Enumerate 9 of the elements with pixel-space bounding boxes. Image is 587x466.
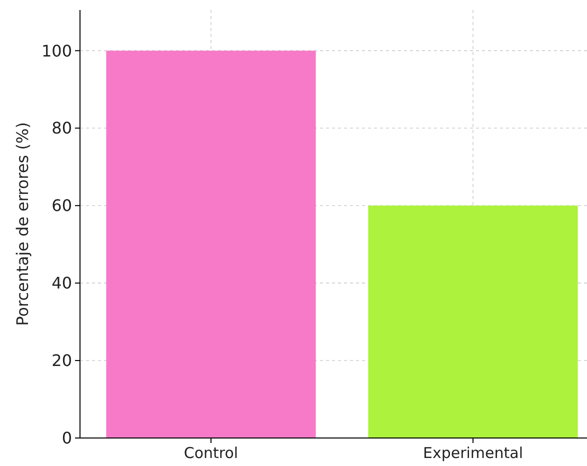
y-tick-label: 60: [52, 196, 72, 216]
y-tick-label: 80: [52, 118, 72, 138]
y-tick-label: 40: [52, 274, 72, 293]
y-tick-label: 100: [41, 41, 72, 60]
y-tick-label: 0: [62, 428, 72, 448]
x-tick-label: Control: [184, 444, 238, 462]
y-tick-label: 20: [52, 351, 72, 370]
y-axis-title: Porcentaje de errores (%): [13, 122, 32, 326]
x-tick-label: Experimental: [422, 444, 524, 462]
